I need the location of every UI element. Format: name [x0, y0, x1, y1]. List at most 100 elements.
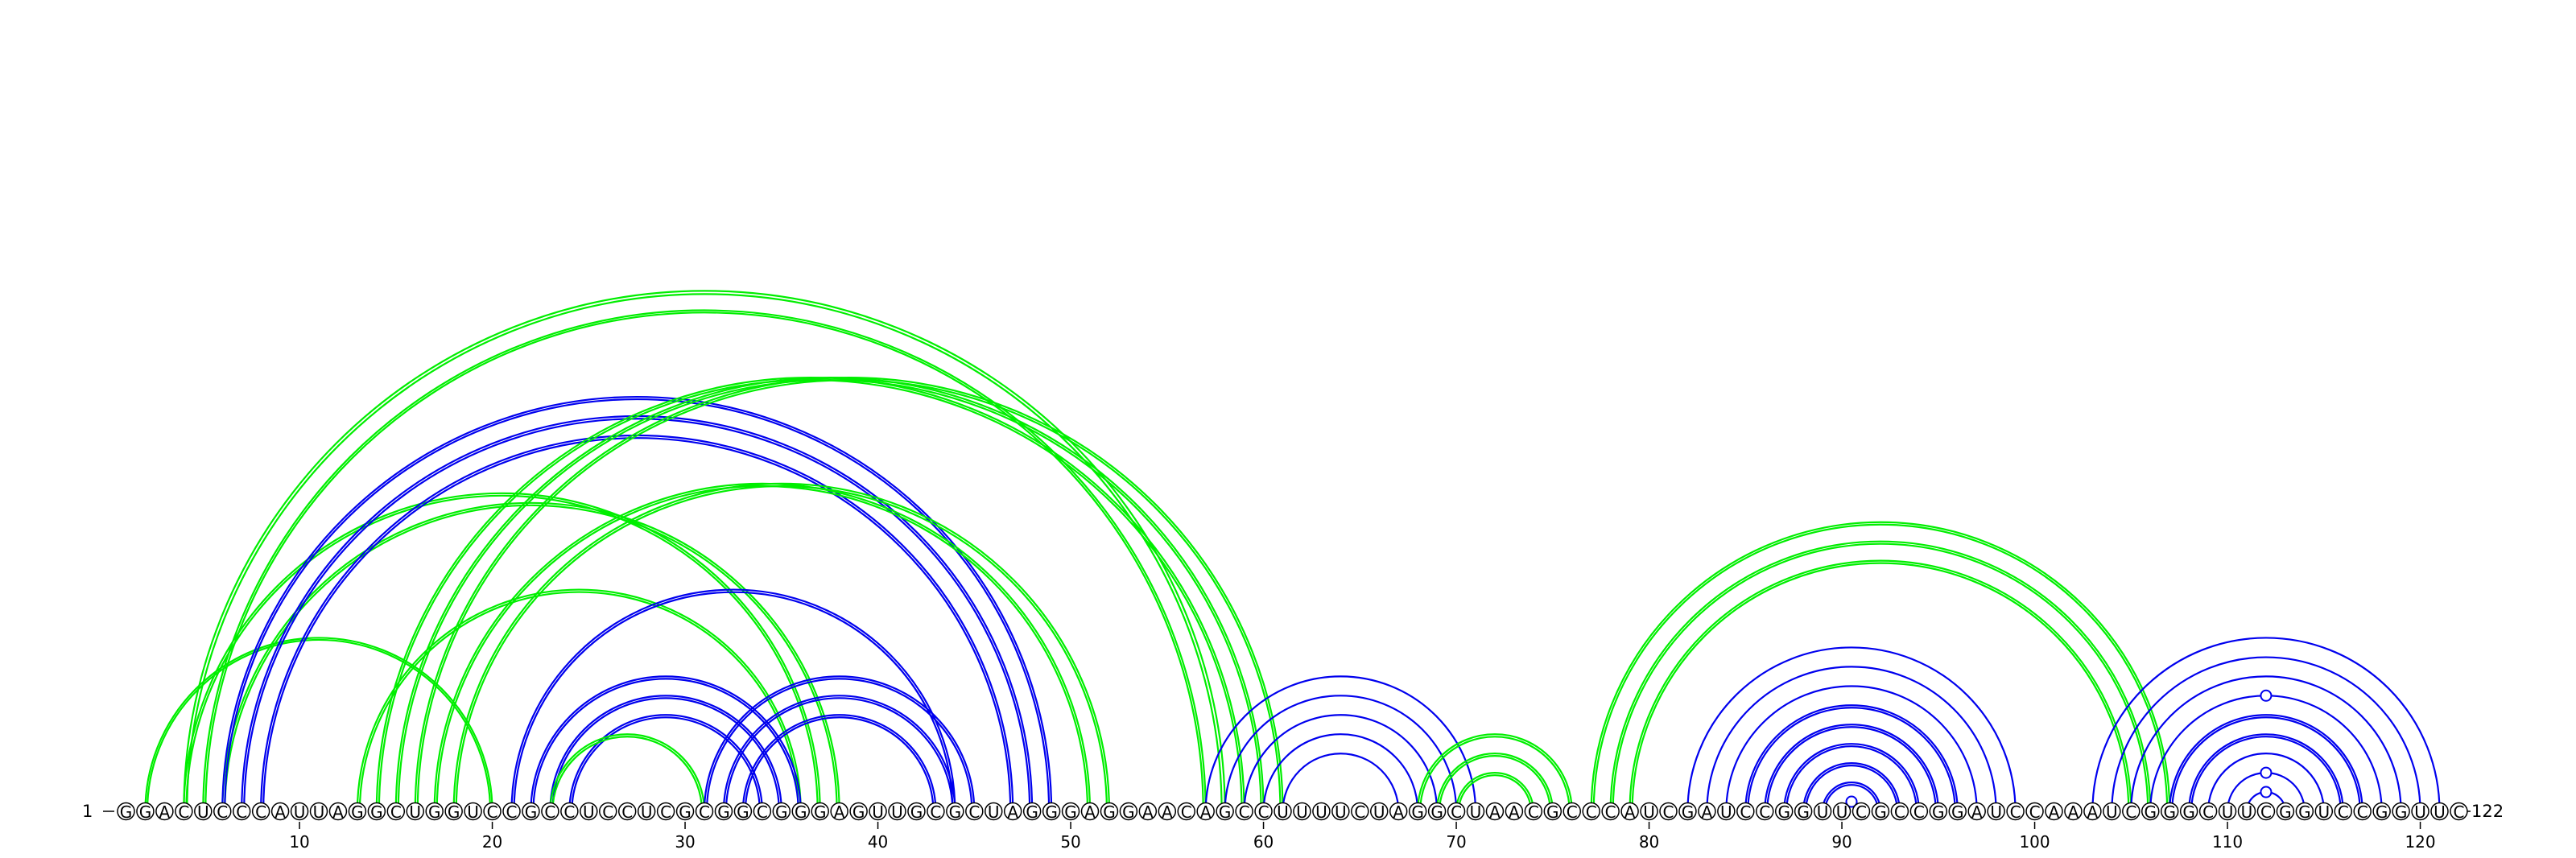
nucleotide-letter: U — [1643, 802, 1655, 822]
nucleotide-105: C — [2123, 802, 2140, 822]
nucleotide-letter: A — [159, 802, 171, 822]
nucleotide-40: U — [869, 802, 886, 822]
nucleotide-3: A — [156, 802, 173, 822]
nucleotide-letter: U — [2434, 802, 2446, 822]
nucleotide-95: G — [1930, 802, 1946, 822]
arc-green-17-51 — [437, 486, 1088, 811]
base-pair-arcs — [145, 291, 2439, 811]
nucleotide-letter: C — [757, 802, 768, 822]
nucleotide-85: C — [1737, 802, 1754, 822]
nucleotide-letter: U — [197, 802, 209, 822]
nucleotide-14: G — [368, 802, 385, 822]
nucleotide-49: G — [1043, 802, 1060, 822]
nucleotide-79: A — [1621, 802, 1638, 822]
nucleotide-94: C — [1910, 802, 1927, 822]
nucleotide-letter: C — [506, 802, 518, 822]
nucleotide-122: C — [2450, 802, 2467, 822]
arc-blue-24-34 — [572, 717, 760, 811]
nucleotide-64: U — [1332, 802, 1349, 822]
nucleotide-letter: G — [1546, 802, 1559, 822]
arc-blue-21-44 — [514, 592, 953, 811]
nucleotide-76: C — [1563, 802, 1580, 822]
nucleotide-letter: U — [313, 802, 325, 822]
nucleotide-32: G — [715, 802, 732, 822]
nucleotide-30: G — [677, 802, 694, 822]
nucleotide-letter: C — [255, 802, 266, 822]
tick-label-40: 40 — [868, 832, 888, 852]
nucleotide-letter: A — [1084, 802, 1096, 822]
nucleotide-letter: A — [1971, 802, 1983, 822]
nucleotide-letter: C — [1451, 802, 1462, 822]
nucleotide-letter: C — [699, 802, 710, 822]
nucleotide-17: G — [426, 802, 443, 822]
nucleotide-36: G — [792, 802, 809, 822]
nucleotide-56: C — [1178, 802, 1195, 822]
tick-label-90: 90 — [1831, 832, 1852, 852]
nucleotide-71: U — [1468, 802, 1484, 822]
nucleotide-letter: G — [2145, 802, 2157, 822]
arc-blue-85-96 — [1745, 705, 1957, 811]
nucleotide-letter: C — [1181, 802, 1192, 822]
arc-green-17-51 — [435, 484, 1090, 811]
nucleotide-letter: G — [852, 802, 865, 822]
nucleotide-97: A — [1968, 802, 1985, 822]
nucleotide-91: C — [1853, 802, 1870, 822]
nucleotide-21: C — [503, 802, 520, 822]
nucleotide-101: A — [2046, 802, 2062, 822]
nucleotide-letter: G — [1026, 802, 1038, 822]
nucleotide-89: U — [1814, 802, 1831, 822]
nucleotide-41: U — [889, 802, 906, 822]
arc-marker-111-113 — [2260, 787, 2271, 798]
nucleotide-letter: G — [679, 802, 691, 822]
nucleotide-letter: A — [1489, 802, 1501, 822]
nucleotide-letter: G — [1064, 802, 1077, 822]
nucleotide-letter: U — [2222, 802, 2234, 822]
nucleotide-33: G — [734, 802, 751, 822]
nucleotide-20: C — [484, 802, 501, 822]
nucleotide-letter: C — [1740, 802, 1751, 822]
nucleotide-letter: C — [1239, 802, 1250, 822]
nucleotide-letter: A — [1142, 802, 1154, 822]
nucleotide-letter: U — [2106, 802, 2118, 822]
nucleotide-4: C — [175, 802, 192, 822]
nucleotide-letter: C — [2010, 802, 2021, 822]
tick-label-70: 70 — [1446, 832, 1466, 852]
nucleotide-19: U — [464, 802, 481, 822]
nucleotide-letter: G — [1797, 802, 1810, 822]
nucleotide-letter: C — [621, 802, 633, 822]
nucleotide-96: G — [1949, 802, 1966, 822]
nucleotide-letter: G — [120, 802, 133, 822]
nucleotide-52: G — [1100, 802, 1117, 822]
nucleotide-letter: G — [2182, 802, 2195, 822]
nucleotide-109: C — [2200, 802, 2217, 822]
nucleotide-letter: G — [1411, 802, 1424, 822]
nucleotide-letter: U — [1720, 802, 1732, 822]
nucleotide-57: A — [1197, 802, 1214, 822]
nucleotide-letter: G — [1045, 802, 1058, 822]
nucleotide-letter: C — [1894, 802, 1905, 822]
nucleotide-58: G — [1216, 802, 1233, 822]
nucleotide-80: U — [1641, 802, 1657, 822]
nucleotide-letter: C — [236, 802, 247, 822]
nucleotide-letter: C — [1605, 802, 1616, 822]
arc-green-13-36 — [357, 590, 801, 811]
nucleotide-letter: U — [2414, 802, 2426, 822]
nucleotide-74: C — [1525, 802, 1542, 822]
nucleotide-77: C — [1583, 802, 1600, 822]
nucleotide-110: U — [2219, 802, 2236, 822]
nucleotide-letter: U — [2318, 802, 2330, 822]
nucleotide-112: C — [2257, 802, 2274, 822]
nucleotide-letter: U — [467, 802, 479, 822]
nucleotide-letter: G — [775, 802, 788, 822]
nucleotide-59: C — [1236, 802, 1253, 822]
nucleotide-letter: U — [1335, 802, 1347, 822]
nucleotide-98: U — [1988, 802, 2004, 822]
arc-green-77-107 — [1594, 525, 2168, 811]
tick-label-60: 60 — [1253, 832, 1274, 852]
nucleotide-letter: U — [1817, 802, 1829, 822]
nucleotide-6: C — [214, 802, 231, 822]
nucleotide-letter: U — [641, 802, 653, 822]
nucleotide-114: G — [2296, 802, 2313, 822]
nucleotide-47: A — [1005, 802, 1022, 822]
nucleotide-letter: C — [1856, 802, 1867, 822]
